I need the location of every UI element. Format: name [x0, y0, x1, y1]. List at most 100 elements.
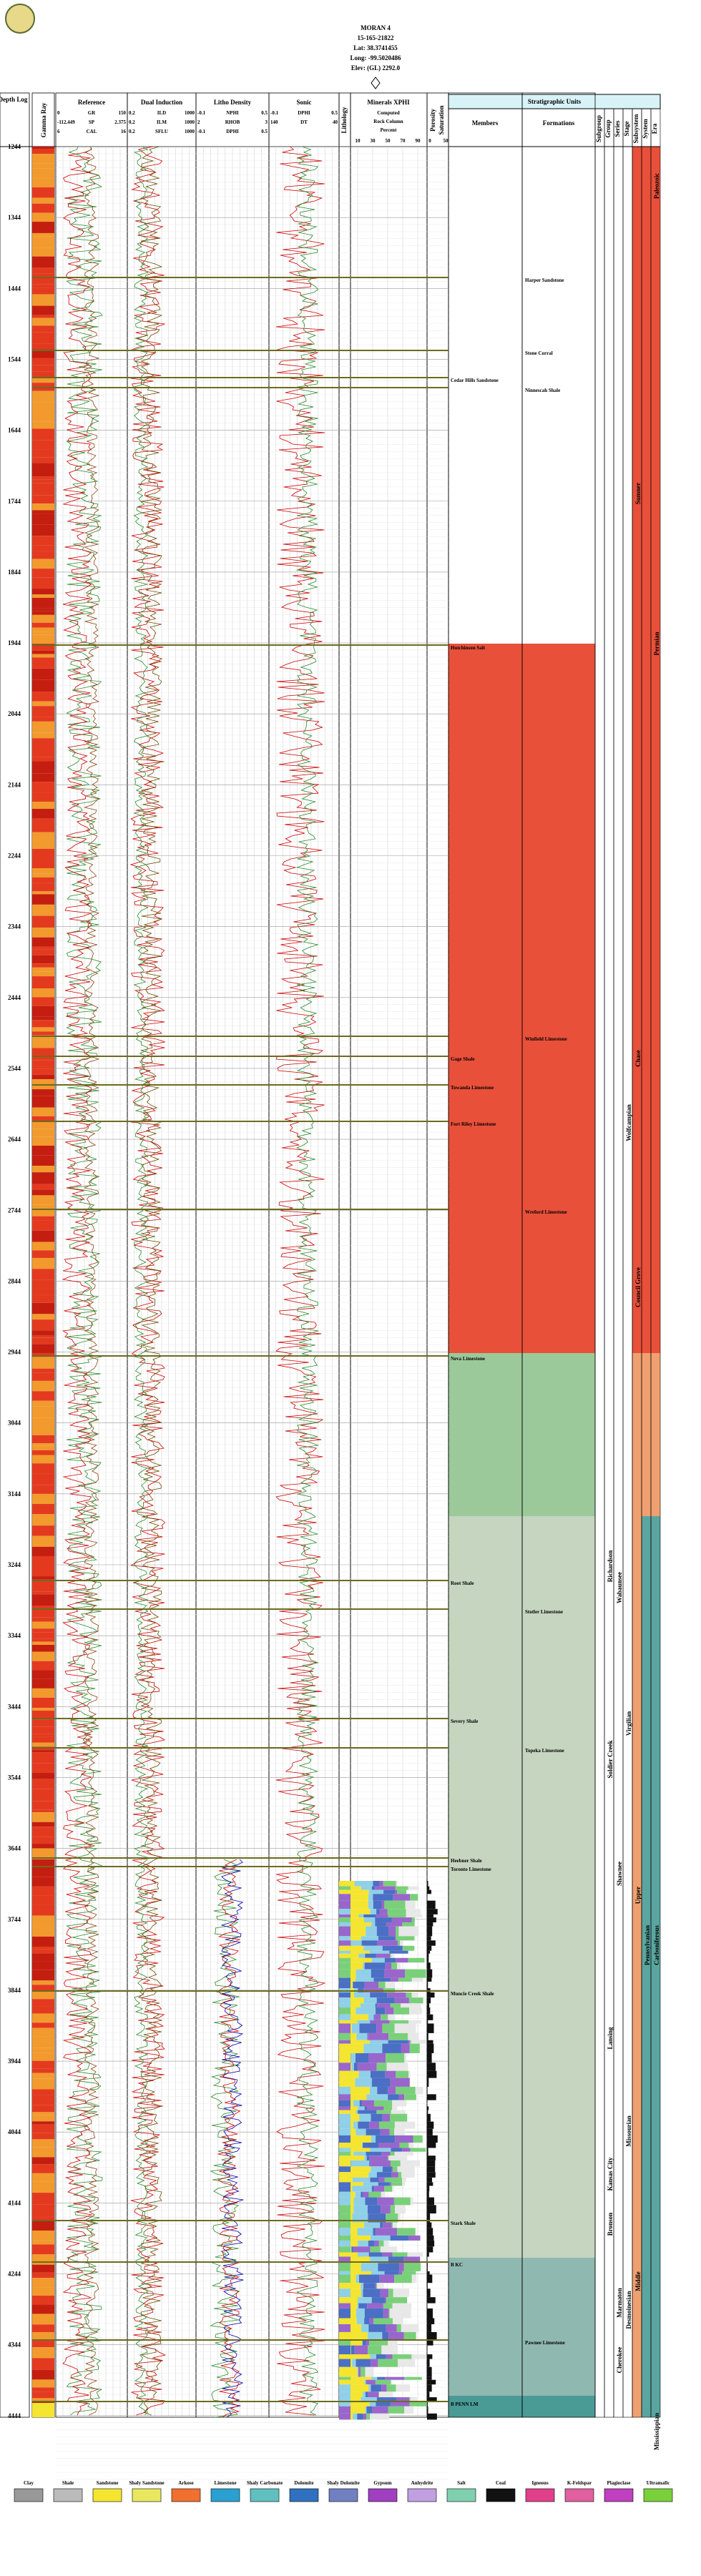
mineral-band	[401, 2043, 410, 2053]
mineral-band	[350, 1957, 372, 1963]
mineral-band	[350, 2246, 352, 2253]
mineral-band	[385, 2070, 396, 2078]
mineral-band	[350, 2191, 356, 2198]
gamma-band	[32, 1473, 54, 1485]
mineral-band	[380, 2289, 389, 2298]
litho-band	[339, 2376, 350, 2380]
porosity-fill	[427, 2148, 428, 2152]
mineral-band	[352, 2359, 356, 2367]
gamma-band	[32, 2022, 54, 2028]
mineral-band	[384, 1957, 396, 1963]
mineral-band	[375, 2379, 391, 2385]
porosity-fill	[427, 2324, 432, 2332]
log-curve	[66, 146, 103, 2416]
mineral-band	[410, 2197, 413, 2206]
mineral-band	[386, 2063, 408, 2071]
gamma-band	[32, 1617, 54, 1622]
mineral-band	[370, 2177, 379, 2183]
mineral-band	[397, 1889, 407, 1894]
mineral-band	[376, 2110, 391, 2114]
litho-band	[339, 1981, 350, 1989]
depth-label: 2444	[8, 994, 21, 1001]
depth-label: 2944	[8, 1349, 21, 1356]
gamma-band	[32, 495, 54, 504]
litho-band	[339, 2222, 350, 2228]
curve-right: 150	[119, 110, 127, 116]
porosity-fill	[427, 2413, 437, 2420]
mineral-band	[361, 2366, 366, 2377]
mineral-band	[390, 2401, 410, 2407]
litho-band	[339, 2086, 350, 2095]
mineral-band	[402, 2271, 416, 2275]
gamma-band	[32, 904, 54, 916]
mineral-band	[384, 1969, 406, 1978]
porosity-fill	[427, 2063, 436, 2071]
mineral-band	[350, 1894, 368, 1901]
gamma-band	[32, 1250, 54, 1258]
litho-band	[339, 2308, 350, 2319]
gamma-band	[32, 2230, 54, 2241]
litho-band	[339, 2148, 350, 2152]
mineral-band	[382, 2331, 389, 2340]
gamma-band	[32, 963, 54, 968]
gamma-band	[32, 1594, 54, 1606]
mineral-band	[366, 2151, 382, 2156]
porosity-fill	[427, 1981, 428, 1989]
formation-name: B KC	[451, 2262, 463, 2268]
mineral-band	[371, 1969, 385, 1978]
porosity-fill	[427, 1950, 431, 1954]
gamma-band	[32, 2391, 54, 2399]
gamma-band	[32, 1166, 54, 1173]
mineral-band	[384, 2186, 393, 2192]
depth-label: 2344	[8, 923, 21, 930]
litho-band	[339, 2186, 350, 2192]
mineral-band	[366, 1926, 377, 1937]
depth-label: 3944	[8, 2058, 21, 2065]
mineral-band	[363, 2289, 381, 2298]
mineral-band	[373, 1977, 391, 1982]
mineral-band	[395, 1936, 396, 1941]
log-curve	[210, 1859, 240, 2418]
mineral-band	[389, 2182, 391, 2186]
mineral-band	[395, 2205, 406, 2214]
gamma-band	[32, 1773, 54, 1779]
gamma-band	[32, 1443, 54, 1446]
gamma-band	[32, 915, 54, 928]
unit-label: Cherokee	[616, 2347, 623, 2374]
mineral-band	[406, 1914, 423, 1918]
mineral-band	[371, 2297, 386, 2304]
mineral-band	[376, 2172, 392, 2178]
litho-band	[339, 2297, 350, 2304]
mineral-band	[370, 2160, 391, 2167]
mineral-band	[362, 2100, 374, 2107]
mineral-band	[370, 2413, 390, 2420]
strat-col-head: Stage	[623, 121, 630, 136]
gamma-band	[32, 256, 54, 268]
mineral-band	[375, 1922, 386, 1927]
gamma-band	[32, 1926, 54, 1937]
logo	[5, 4, 35, 34]
unit-label: Wolfcampian	[625, 1104, 632, 1141]
mineral-band	[350, 2094, 367, 2100]
curve-left: 0	[57, 110, 60, 116]
mineral-band	[399, 2142, 409, 2148]
mineral-band	[392, 2100, 407, 2107]
gamma-band	[32, 1644, 54, 1652]
porosity-fill	[427, 2053, 432, 2063]
curve-name: ILD	[157, 110, 166, 116]
gamma-band	[32, 1606, 54, 1618]
porosity-fill	[427, 2274, 433, 2284]
gamma-band	[32, 2013, 54, 2023]
gamma-band	[32, 1074, 54, 1080]
mineral-band	[396, 2070, 409, 2078]
mineral-band	[391, 1962, 398, 1970]
mineral-band	[411, 1977, 423, 1982]
mineral-band	[350, 2397, 361, 2402]
formation-name: Cedar Hills Sandstone	[451, 378, 499, 383]
litho-band	[339, 2359, 350, 2367]
depth-label: 3444	[8, 1703, 21, 1710]
litho-band	[339, 2391, 350, 2398]
depth-label: 2544	[8, 1065, 21, 1072]
mineral-band	[395, 1889, 398, 1894]
